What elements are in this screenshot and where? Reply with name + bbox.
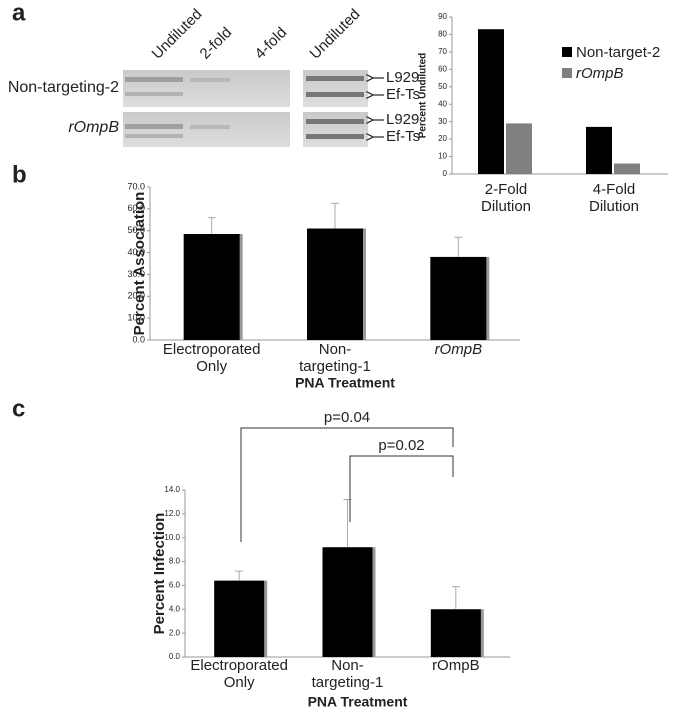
y-tick-label: 70 xyxy=(438,47,447,56)
y-tick-label: 60 xyxy=(438,64,447,73)
error-bar xyxy=(207,217,216,234)
error-bar xyxy=(454,236,463,257)
y-tick-label: 6.0 xyxy=(169,581,181,590)
x-tick-line: Electroporated xyxy=(163,341,261,358)
y-tick-label: 8.0 xyxy=(169,557,181,566)
bar xyxy=(430,609,481,657)
annotation: p=0.04 xyxy=(324,409,370,426)
row-label: Non-targeting-2 xyxy=(8,79,119,96)
band-label: L929 xyxy=(386,111,419,128)
error-bar xyxy=(451,586,460,610)
error-bar xyxy=(235,570,244,581)
y-tick-label: 0.0 xyxy=(169,652,181,661)
x-tick-line: Dilution xyxy=(589,198,639,215)
y-tick-label: 80 xyxy=(438,30,447,39)
y-tick-label: 70.0 xyxy=(127,181,145,191)
legend-label: rOmpB xyxy=(576,65,624,82)
x-tick-line: Electroporated xyxy=(190,657,288,674)
y-tick-label: 10.0 xyxy=(164,533,180,542)
y-tick-label: 14.0 xyxy=(164,485,180,494)
y-tick-label: 4.0 xyxy=(169,604,181,613)
x-tick-label: Electroporated Only xyxy=(190,657,288,691)
y-tick-label: 10.0 xyxy=(127,313,145,323)
panel-label: b xyxy=(12,161,27,188)
y-axis-title: Percent Association xyxy=(131,192,148,336)
y-axis-title: Percent Infection xyxy=(151,513,168,635)
significance-bracket xyxy=(349,455,454,522)
y-tick-label: 30.0 xyxy=(127,269,145,279)
x-tick-line: rOmpB xyxy=(435,341,483,358)
x-tick-label: 2-Fold Dilution xyxy=(481,181,531,215)
x-tick-label: rOmpB xyxy=(432,657,480,674)
y-tick-label: 0.0 xyxy=(132,334,145,344)
column-label: Undiluted xyxy=(307,6,364,63)
column-label: Undiluted xyxy=(149,6,206,63)
x-tick-label: Non-targeting-1 xyxy=(312,657,384,691)
bar xyxy=(214,580,265,657)
bar xyxy=(478,29,504,175)
x-tick-line: targeting-1 xyxy=(312,674,384,691)
y-tick-label: 30 xyxy=(438,117,447,126)
bar xyxy=(307,228,363,340)
y-tick-label: 2.0 xyxy=(169,628,181,637)
x-tick-label: 4-Fold Dilution xyxy=(589,181,639,215)
y-tick-label: 20 xyxy=(438,134,447,143)
y-axis-title: Percent Undiluted xyxy=(418,53,429,139)
significance-bracket xyxy=(240,427,454,542)
bar xyxy=(614,163,640,174)
bar xyxy=(430,256,487,340)
x-tick-line: targeting-1 xyxy=(299,358,371,375)
band-label: L929 xyxy=(386,69,419,86)
column-label: 4-fold xyxy=(252,24,291,63)
y-tick-label: 10 xyxy=(438,152,447,161)
x-axis-title: PNA Treatment xyxy=(308,694,408,710)
x-tick-label: rOmpB xyxy=(435,341,483,358)
y-tick-label: 12.0 xyxy=(164,509,180,518)
band-arrows xyxy=(372,78,384,137)
x-tick-label: Electroporated Only xyxy=(163,341,261,375)
y-tick-label: 50.0 xyxy=(127,225,145,235)
x-tick-line: 2-Fold xyxy=(485,181,528,198)
x-tick-line: Non- xyxy=(319,341,352,358)
bar xyxy=(506,123,532,174)
bar xyxy=(322,547,373,657)
column-label: 2-fold xyxy=(197,24,236,63)
x-axis-title: PNA Treatment xyxy=(295,375,395,391)
x-tick-line: 4-Fold xyxy=(593,181,636,198)
annotation: p=0.02 xyxy=(378,437,424,454)
error-bar xyxy=(331,202,339,229)
bar xyxy=(183,233,240,340)
y-tick-label: 20.0 xyxy=(127,291,145,301)
y-tick-label: 90 xyxy=(438,12,447,21)
y-tick-label: 50 xyxy=(438,82,447,91)
row-label: rOmpB xyxy=(68,119,119,136)
y-tick-label: 60.0 xyxy=(127,203,145,213)
x-tick-line: rOmpB xyxy=(432,657,480,674)
panel-label: c xyxy=(12,395,25,422)
x-tick-line: Non- xyxy=(331,657,364,674)
y-tick-label: 40 xyxy=(438,99,447,108)
x-tick-line: Only xyxy=(224,674,255,691)
band-label: Ef-Ts xyxy=(386,86,420,103)
legend-swatch xyxy=(562,68,572,78)
y-tick-label: 0 xyxy=(443,169,448,178)
panel-label: a xyxy=(12,0,26,26)
blot xyxy=(123,70,368,147)
legend-swatch xyxy=(562,47,572,57)
legend-label: Non-target-2 xyxy=(576,44,660,61)
y-tick-label: 40.0 xyxy=(127,247,145,257)
x-tick-line: Dilution xyxy=(481,198,531,215)
band-label: Ef-Ts xyxy=(386,128,420,145)
x-tick-label: Non-targeting-1 xyxy=(299,341,371,375)
x-tick-line: Only xyxy=(196,358,227,375)
bar xyxy=(586,126,612,174)
